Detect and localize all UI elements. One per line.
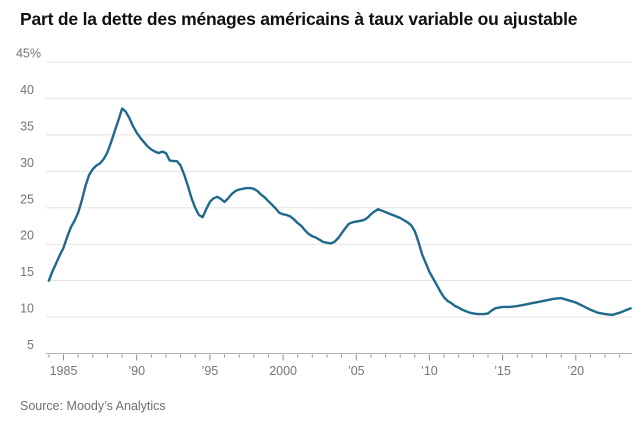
source-note: Source: Moody’s Analytics: [20, 399, 166, 413]
x-tick-label: ’15: [494, 364, 511, 378]
y-tick-label: 15: [20, 265, 34, 279]
x-tick-label: ’20: [567, 364, 584, 378]
x-tick-label: 2000: [269, 364, 297, 378]
y-tick-label: 30: [20, 156, 34, 170]
x-tick-label: ’10: [421, 364, 438, 378]
y-tick-label: 35: [20, 119, 34, 133]
x-tick-label: ’90: [128, 364, 145, 378]
y-tick-label: 20: [20, 229, 34, 243]
x-tick-label: 1985: [50, 364, 78, 378]
y-tick-label: 10: [20, 302, 34, 316]
y-tick-label: 5: [27, 338, 34, 352]
y-tick-label: 25: [20, 192, 34, 206]
chart-title: Part de la dette des ménages américains …: [20, 9, 578, 29]
y-tick-label: 40: [20, 83, 34, 97]
y-tick-label: 45%: [16, 47, 41, 61]
x-tick-label: ’95: [202, 364, 219, 378]
data-line: [47, 107, 632, 317]
x-tick-label: ’05: [348, 364, 365, 378]
